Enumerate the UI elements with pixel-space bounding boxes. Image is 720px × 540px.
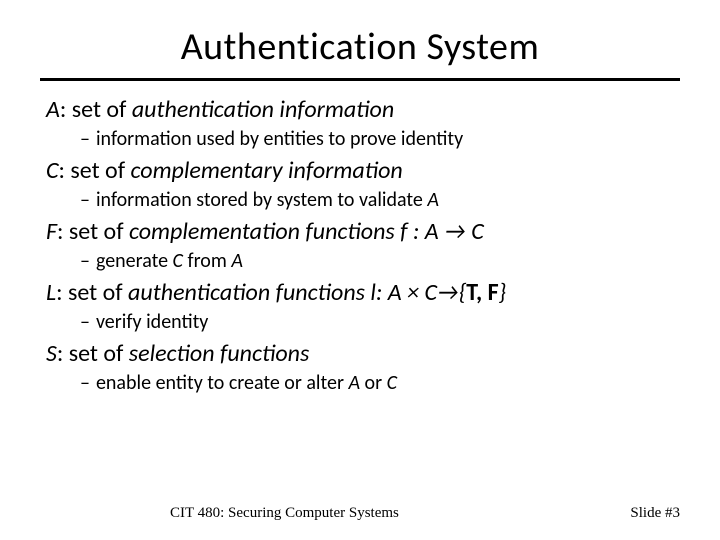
dash-icon: –: [80, 188, 90, 212]
content: A: set of authentication information –in…: [40, 95, 680, 396]
sub-it: A: [348, 371, 360, 395]
dash-icon: –: [80, 310, 90, 334]
sub-it: A: [427, 188, 439, 212]
footer-slide-number: Slide #3: [630, 505, 680, 522]
sub-text: information stored by system to validate: [96, 188, 427, 212]
slide: Authentication System A: set of authenti…: [0, 0, 720, 540]
term-lead: : set of: [57, 217, 129, 246]
slide-title: Authentication System: [40, 24, 680, 81]
term-map: : A → C: [408, 217, 484, 246]
term-symbol: A: [46, 95, 60, 124]
sub-text: verify identity: [96, 310, 208, 334]
sub-mid: from: [183, 249, 231, 273]
sub-text: information used by entities to prove id…: [96, 127, 463, 151]
term-s: S: set of selection functions: [46, 339, 680, 369]
dash-icon: –: [80, 249, 90, 273]
footer-course: CIT 480: Securing Computer Systems: [170, 505, 399, 522]
sub-text: generate: [96, 249, 173, 273]
term-map-post: }: [499, 278, 507, 307]
term-phrase: complementary information: [130, 156, 402, 185]
sub-mid: or: [360, 371, 387, 395]
term-f-sub: –generate C from A: [46, 249, 680, 274]
dash-icon: –: [80, 127, 90, 151]
term-symbol: C: [46, 156, 59, 185]
footer: CIT 480: Securing Computer Systems Slide…: [0, 505, 720, 522]
term-symbol: F: [46, 217, 57, 246]
term-map-pre: : A × C→{: [376, 278, 466, 307]
term-symbol: S: [46, 339, 57, 368]
sub-text: enable entity to create or alter: [96, 371, 348, 395]
term-a-sub: –information used by entities to prove i…: [46, 127, 680, 152]
term-tf: T, F: [466, 278, 498, 307]
term-f: F: set of complementation functions f : …: [46, 217, 680, 247]
term-c-sub: –information stored by system to validat…: [46, 188, 680, 213]
term-l: L: set of authentication functions l: A …: [46, 278, 680, 308]
term-phrase: selection functions: [129, 339, 310, 368]
term-lead: : set of: [59, 156, 131, 185]
term-phrase: complementation functions f: [129, 217, 408, 246]
term-l-sub: –verify identity: [46, 310, 680, 335]
term-c: C: set of complementary information: [46, 156, 680, 186]
term-phrase: authentication functions l: [128, 278, 376, 307]
term-a: A: set of authentication information: [46, 95, 680, 125]
sub-it2: A: [231, 249, 243, 273]
term-lead: : set of: [60, 95, 132, 124]
sub-it2: C: [387, 371, 397, 395]
sub-it: C: [173, 249, 183, 273]
term-s-sub: –enable entity to create or alter A or C: [46, 371, 680, 396]
dash-icon: –: [80, 371, 90, 395]
term-lead: : set of: [57, 339, 129, 368]
term-symbol: L: [46, 278, 56, 307]
term-lead: : set of: [56, 278, 128, 307]
term-phrase: authentication information: [132, 95, 394, 124]
